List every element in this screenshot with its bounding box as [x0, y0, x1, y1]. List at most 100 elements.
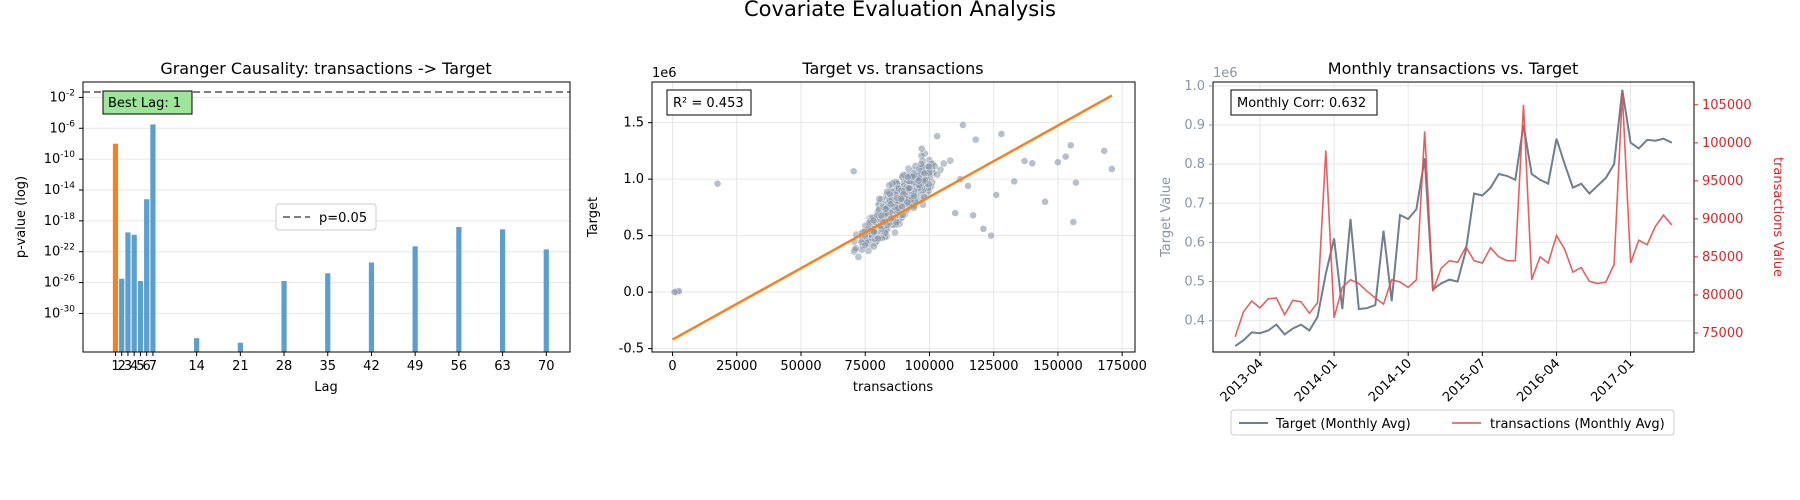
scatter-y-tick-label: 1.5: [623, 116, 644, 131]
monthly-right-y-tick-label: 100000: [1702, 136, 1752, 151]
scatter-point: [1061, 152, 1070, 161]
scatter-point: [1066, 141, 1075, 150]
granger-y-ticks: 10-30 10-26 10-22 10-18 10-14 10-10 10-6 10-2: [44, 88, 83, 321]
monthly-x-tick-label: 2013-04: [1218, 356, 1267, 405]
monthly-x-tick-label: 2015-07: [1440, 356, 1489, 405]
granger-y-tick-label: 10-30: [44, 304, 76, 321]
scatter-point: [969, 211, 978, 220]
scatter-point: [987, 231, 996, 240]
monthly-right-y-tick-label: 75000: [1702, 326, 1743, 341]
best-lag-box: Best Lag: 1: [102, 90, 193, 115]
scatter-point: [1100, 147, 1109, 155]
monthly-x-tick-label: 2014-10: [1366, 356, 1415, 405]
scatter-cloud-point: [891, 228, 899, 237]
scatter-offset-label: 1e6: [652, 66, 677, 81]
scatter-x-tick-label: 100000: [905, 359, 955, 374]
granger-bar: [237, 342, 243, 352]
monthly-legend: Target (Monthly Avg) transactions (Month…: [1230, 409, 1675, 436]
scatter-title: Target vs. transactions: [801, 59, 983, 78]
granger-x-tick-label: 35: [319, 359, 336, 374]
granger-y-tick-exponent: -22: [60, 243, 75, 253]
monthly-right-y-ticks: 75000 80000 85000 90000 95000 100000 105000: [1694, 98, 1752, 341]
granger-bar: [144, 199, 150, 352]
scatter-point: [1069, 218, 1078, 226]
monthly-grid: [1213, 82, 1694, 352]
granger-x-tick-label: 28: [276, 359, 293, 374]
scatter-cloud-point: [917, 160, 925, 168]
scatter-point: [992, 191, 1001, 199]
granger-y-tick-exponent: -26: [60, 274, 75, 284]
monthly-left-y-label: Target Value: [1159, 177, 1174, 258]
monthly-left-y-tick-label: 1.0: [1184, 79, 1205, 94]
scatter-cloud-point: [925, 162, 933, 171]
granger-y-tick-exponent: -14: [60, 181, 75, 191]
granger-bar: [150, 124, 156, 352]
granger-x-tick-label: 2: [118, 359, 126, 374]
scatter-y-ticks: -0.5 0.0 0.5 1.0 1.5: [619, 116, 652, 357]
scatter-point: [964, 182, 972, 190]
scatter-point: [933, 132, 942, 141]
scatter-point: [713, 179, 722, 188]
granger-bar: [119, 278, 125, 352]
scatter-y-label: Target: [586, 197, 601, 238]
granger-y-tick-label: 10-22: [44, 243, 75, 260]
scatter-panel: Target vs. transactions -0.5 0.0 0.5 1.0 1.5…: [586, 59, 1147, 395]
granger-y-tick-exponent: -10: [60, 150, 75, 160]
granger-x-tick-label: 49: [407, 359, 424, 374]
scatter-cloud-point: [946, 156, 955, 165]
scatter-x-tick-label: 0: [668, 359, 676, 374]
scatter-x-tick-label: 125000: [969, 359, 1019, 374]
legend-target: Target (Monthly Avg): [1275, 417, 1411, 432]
monthly-left-y-tick-label: 0.8: [1184, 157, 1205, 172]
granger-legend: p=0.05: [275, 203, 377, 231]
scatter-point: [917, 144, 926, 153]
scatter-cloud-point: [933, 170, 942, 179]
scatter-plot-frame: [651, 81, 1136, 353]
scatter-cloud-point: [898, 202, 906, 211]
granger-y-tick-label: 10-26: [44, 274, 76, 291]
scatter-point: [1041, 197, 1049, 206]
granger-y-tick-exponent: -2: [66, 88, 75, 98]
legend-transactions: transactions (Monthly Avg): [1490, 417, 1665, 432]
scatter-cloud-point: [881, 205, 890, 213]
monthly-corr-annotation: Monthly Corr: 0.632: [1237, 96, 1366, 111]
granger-bar: [499, 229, 506, 352]
granger-bar: [456, 227, 462, 352]
scatter-x-tick-label: 50000: [780, 359, 821, 374]
granger-x-tick-label: 14: [188, 359, 205, 374]
scatter-y-tick-label: 1.0: [623, 172, 644, 187]
scatter-cloud-point: [874, 234, 882, 243]
scatter-cloud-point: [885, 181, 894, 190]
scatter-point: [1020, 157, 1029, 165]
scatter-point: [951, 209, 960, 217]
best-lag-label: Best Lag: 1: [108, 96, 181, 111]
scatter-point: [1028, 159, 1037, 168]
scatter-cloud-point: [939, 159, 948, 168]
granger-y-tick-exponent: -6: [66, 119, 75, 129]
monthly-offset-label: 1e6: [1213, 66, 1238, 81]
granger-x-tick-label: 6: [143, 359, 151, 374]
granger-bar: [194, 338, 200, 352]
monthly-left-y-tick-label: 0.9: [1184, 118, 1205, 133]
monthly-plot-frame: [1212, 81, 1695, 353]
scatter-cloud-point: [869, 216, 878, 225]
monthly-left-y-tick-label: 0.7: [1184, 196, 1205, 211]
monthly-x-ticks: 2013-04 2014-01 2014-10 2015-07 2016-04 2017-…: [1218, 352, 1637, 405]
granger-x-tick-label: 5: [136, 359, 144, 374]
transactions-series-line: [1234, 93, 1673, 338]
granger-x-tick-label: 70: [538, 359, 555, 374]
monthly-right-y-label: transactions Value: [1770, 157, 1785, 277]
monthly-right-y-tick-label: 95000: [1702, 174, 1743, 189]
granger-x-tick-label: 4: [130, 359, 138, 374]
scatter-cloud-point: [904, 184, 913, 193]
scatter-point: [670, 288, 679, 297]
granger-x-tick-label: 56: [451, 359, 468, 374]
granger-x-tick-label: 21: [232, 359, 249, 374]
granger-bar: [412, 246, 418, 352]
scatter-x-label: transactions: [853, 380, 933, 395]
scatter-point: [1072, 178, 1080, 187]
scatter-x-tick-label: 150000: [1033, 359, 1083, 374]
scatter-cloud-point: [903, 173, 912, 182]
monthly-x-tick-label: 2014-01: [1292, 356, 1341, 405]
granger-x-tick-label: 7: [149, 359, 157, 374]
